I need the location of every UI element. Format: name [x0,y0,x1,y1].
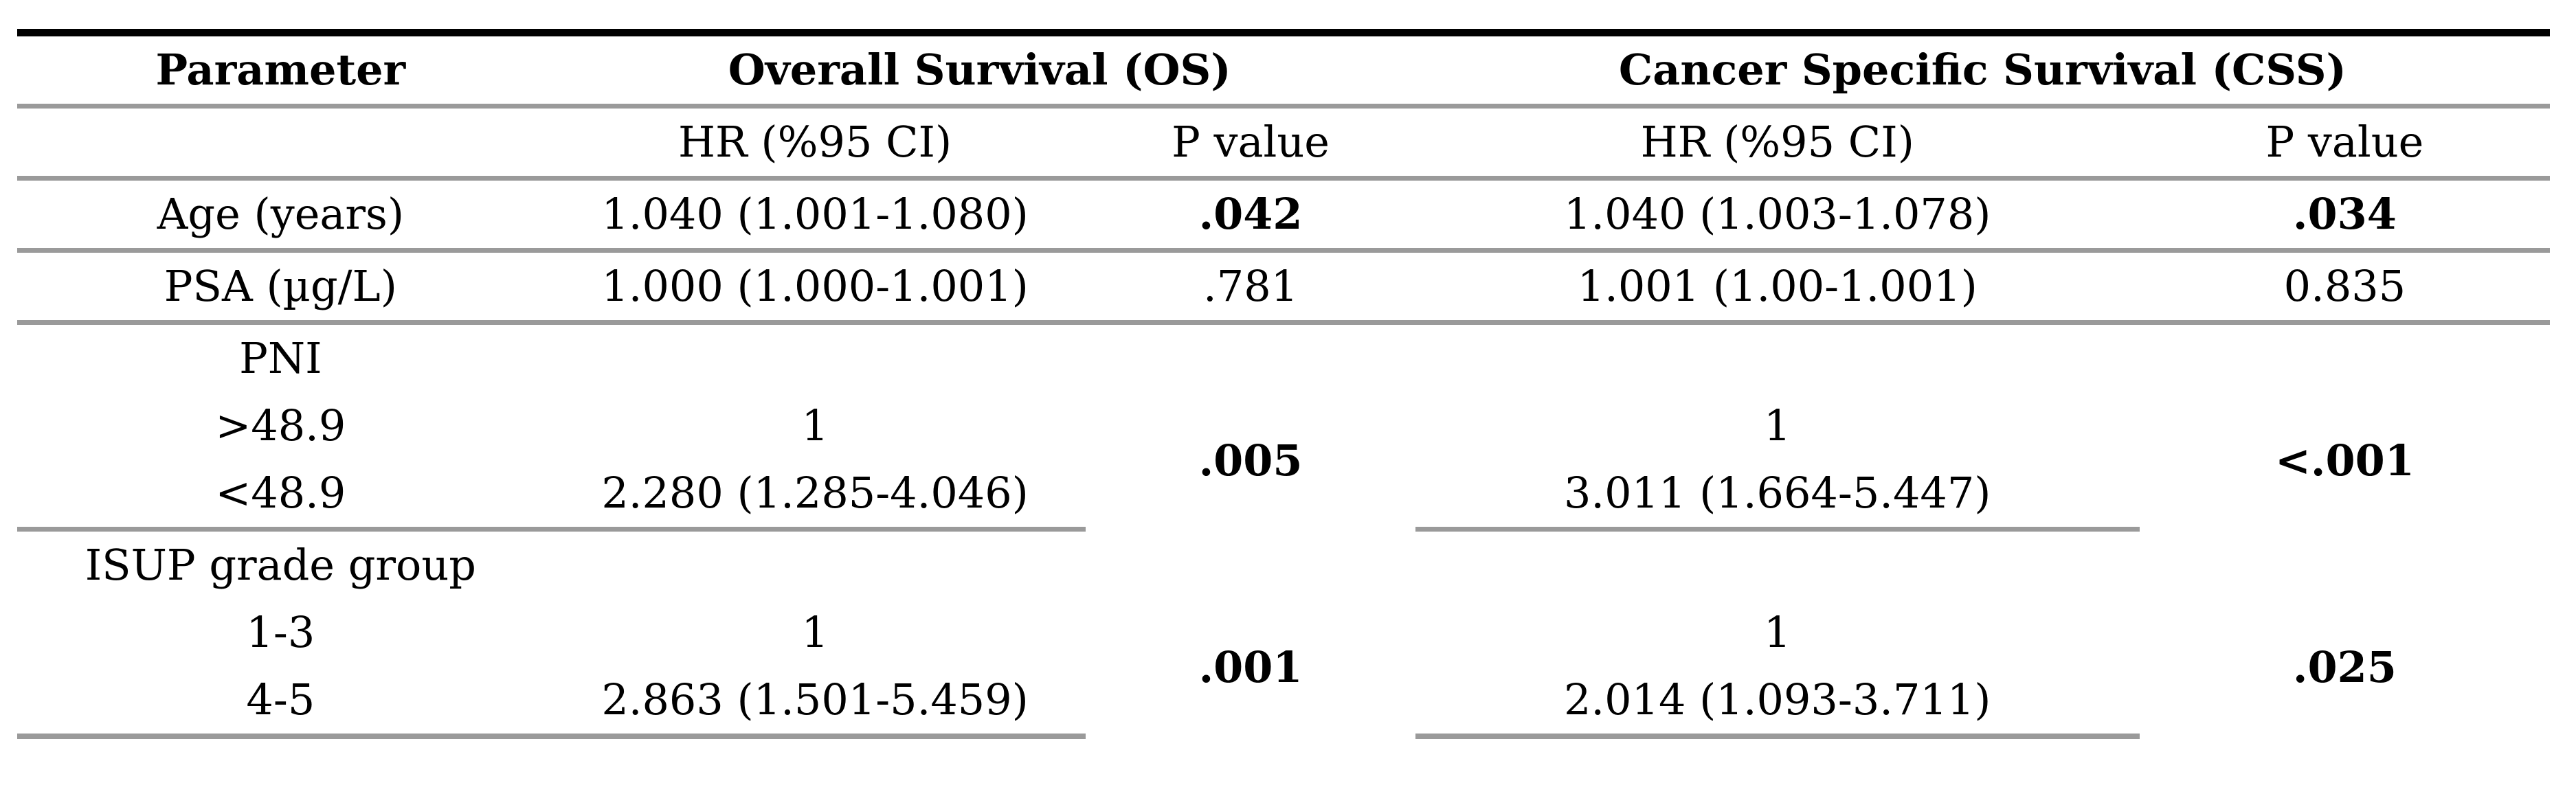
css-hr-cell: 1 [1764,607,1791,658]
empty-cell [544,323,1086,393]
os-p-cell: .042 [1086,178,1415,253]
css-p-cell: <.001 [2274,435,2415,486]
empty-cell [17,106,544,181]
os-hr-cell: 2.863 (1.501-5.459) [544,666,1086,739]
param-cell: PSA (µg/L) [17,250,544,325]
css-hr-cell: 1.001 (1.00-1.001) [1415,250,2140,325]
css-p-cell: .025 [2292,642,2397,693]
subheader-css-p: P value [2139,106,2550,181]
row-isup-label: ISUP grade group [17,530,2550,600]
empty-cell [1086,530,1415,600]
row-isup-sub1: 1-3 1 .001 1 .025 [17,599,2550,690]
css-hr-cell: 1.040 (1.003-1.078) [1415,178,2140,253]
css-hr-cell: 2.014 (1.093-3.711) [1415,666,2140,739]
row-pni-label: PNI [17,323,2550,393]
subheader-os-p: P value [1086,106,1415,181]
os-p-cell: .005 [1198,435,1303,486]
row-pni-sub2: <48.9 2.280 (1.285-4.046) 3.011 (1.664-5… [17,459,2550,532]
css-p-cell: .034 [2139,178,2550,253]
survival-analysis-table: Parameter Overall Survival (OS) Cancer S… [17,29,2550,739]
subheader-row: HR (%95 CI) P value HR (%95 CI) P value [17,106,2550,181]
row-pni-sub1: >48.9 1 .005 1 <.001 [17,392,2550,483]
css-p-cell: 0.835 [2139,250,2550,325]
empty-cell [1415,323,2140,393]
param-cell: 1-3 [246,607,315,658]
param-cell: 4-5 [17,666,544,739]
css-hr-cell: 1 [1764,400,1791,451]
param-group-cell: ISUP grade group [85,540,476,591]
param-cell: Age (years) [17,178,544,253]
empty-cell [1415,530,2140,600]
row-age: Age (years) 1.040 (1.001-1.080) .042 1.0… [17,178,2550,253]
os-hr-cell: 1.040 (1.001-1.080) [544,178,1086,253]
subheader-css-hr: HR (%95 CI) [1415,106,2140,181]
os-hr-cell: 1 [801,400,829,451]
header-css-group: Cancer Specific Survival (CSS) [1415,32,2550,109]
header-parameter: Parameter [17,32,544,109]
empty-cell [1086,323,1415,393]
param-group-cell: PNI [239,333,322,384]
row-psa: PSA (µg/L) 1.000 (1.000-1.001) .781 1.00… [17,250,2550,325]
param-cell: >48.9 [215,400,346,451]
os-hr-cell: 2.280 (1.285-4.046) [544,459,1086,532]
empty-cell [2140,530,2550,600]
header-row: Parameter Overall Survival (OS) Cancer S… [17,32,2550,109]
css-hr-cell: 3.011 (1.664-5.447) [1415,459,2140,532]
empty-cell [544,530,1086,600]
os-hr-cell: 1.000 (1.000-1.001) [544,250,1086,325]
os-p-cell: .781 [1086,250,1415,325]
subheader-os-hr: HR (%95 CI) [544,106,1086,181]
empty-cell [2140,323,2550,393]
row-isup-sub2: 4-5 2.863 (1.501-5.459) 2.014 (1.093-3.7… [17,666,2550,739]
os-p-cell: .001 [1198,642,1303,693]
os-hr-cell: 1 [801,607,829,658]
param-cell: <48.9 [17,459,544,532]
header-os-group: Overall Survival (OS) [544,32,1415,109]
